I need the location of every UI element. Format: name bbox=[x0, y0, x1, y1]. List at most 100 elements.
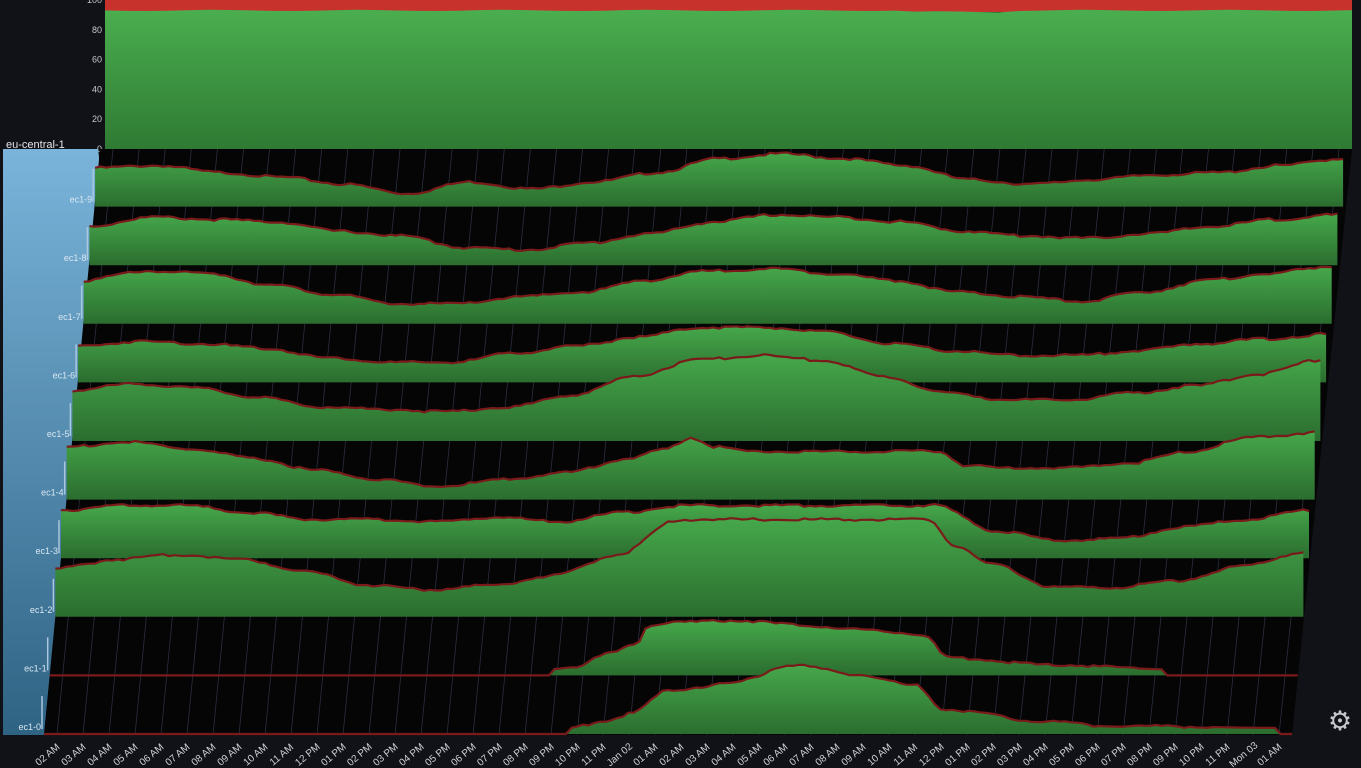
x-tick-label: 11 PM bbox=[580, 742, 609, 768]
top-panel: 0 20 40 60 80 100 bbox=[87, 0, 1352, 154]
x-tick-label: 06 AM bbox=[762, 742, 791, 768]
top-series-green bbox=[105, 9, 1352, 149]
y-tick-label: 0 bbox=[97, 144, 102, 154]
host-label-ec1-0: ec1-0 bbox=[18, 722, 41, 732]
ridge-ec1-4 bbox=[63, 430, 1315, 500]
ridge-ec1-5 bbox=[69, 353, 1321, 441]
top-y-axis: 0 20 40 60 80 100 bbox=[87, 0, 102, 154]
ridge-line bbox=[94, 151, 1344, 196]
x-tick-label: 10 AM bbox=[866, 742, 895, 768]
x-tick-label: 02 PM bbox=[969, 742, 998, 768]
x-tick-label: 08 AM bbox=[190, 742, 219, 768]
x-tick-label: 03 PM bbox=[995, 742, 1024, 768]
x-tick-label: 03 AM bbox=[684, 742, 713, 768]
y-tick-label: 80 bbox=[92, 25, 102, 35]
host-label-ec1-3: ec1-3 bbox=[35, 546, 58, 556]
ridge-ec1-0 bbox=[41, 663, 1292, 736]
ridge-line bbox=[66, 430, 1315, 489]
ridge-area bbox=[55, 518, 1304, 617]
x-tick-label: 09 AM bbox=[216, 742, 245, 768]
x-tick-label: 02 PM bbox=[345, 742, 374, 768]
host-label-ec1-5: ec1-5 bbox=[47, 429, 70, 439]
ridge-line bbox=[49, 618, 1298, 677]
x-tick-label: 05 AM bbox=[736, 742, 765, 768]
grid-line bbox=[498, 148, 557, 736]
x-tick-label: 08 PM bbox=[1125, 742, 1154, 768]
x-tick-label: 05 AM bbox=[112, 742, 141, 768]
grid-line bbox=[446, 148, 505, 736]
ridge-area bbox=[95, 152, 1344, 207]
ridge-line bbox=[72, 353, 1321, 414]
x-tick-label: 07 PM bbox=[1099, 742, 1128, 768]
ridge-ec1-1 bbox=[46, 618, 1298, 677]
host-label-ec1-4: ec1-4 bbox=[41, 488, 64, 498]
ridge-line bbox=[60, 502, 1310, 543]
x-tick-label: 02 AM bbox=[34, 742, 63, 768]
ridge-ec1-2 bbox=[52, 517, 1304, 617]
ridge-ec1-8 bbox=[86, 212, 1338, 266]
x-tick-label: 03 PM bbox=[371, 742, 400, 768]
x-tick-label: 01 AM bbox=[632, 742, 661, 768]
host-label-ec1-8: ec1-8 bbox=[64, 253, 87, 263]
ridge-line bbox=[83, 265, 1332, 307]
ridge-area bbox=[89, 213, 1338, 266]
x-tick-label: 04 AM bbox=[710, 742, 739, 768]
ridges bbox=[41, 151, 1344, 736]
x-tick-label: 12 PM bbox=[917, 742, 946, 768]
x-tick-label: 05 PM bbox=[423, 742, 452, 768]
x-tick-label: 04 AM bbox=[86, 742, 115, 768]
x-tick-label: 03 AM bbox=[60, 742, 89, 768]
x-tick-label: 07 AM bbox=[164, 742, 193, 768]
grid-line bbox=[472, 148, 531, 736]
x-tick-label: 11 AM bbox=[892, 742, 920, 768]
y-tick-label: 40 bbox=[92, 84, 102, 94]
host-label-ec1-9: ec1-9 bbox=[70, 195, 93, 205]
ridge-area bbox=[66, 431, 1315, 500]
x-tick-label: 09 AM bbox=[840, 742, 869, 768]
settings-gear-icon[interactable]: ⚙ bbox=[1327, 706, 1353, 737]
ridge-line bbox=[78, 325, 1327, 365]
x-tick-label: 05 PM bbox=[1047, 742, 1076, 768]
x-tick-label: 01 PM bbox=[319, 742, 348, 768]
x-tick-label: 01 AM bbox=[1256, 742, 1285, 768]
host-label-ec1-2: ec1-2 bbox=[30, 605, 53, 615]
x-tick-label: 08 AM bbox=[814, 742, 843, 768]
x-tick-label: 09 PM bbox=[527, 742, 556, 768]
ridge-area bbox=[44, 664, 1292, 734]
x-tick-label: 06 PM bbox=[449, 742, 478, 768]
ridge-ec1-9 bbox=[92, 151, 1344, 207]
y-tick-label: 20 bbox=[92, 114, 102, 124]
x-tick-label: 07 PM bbox=[475, 742, 504, 768]
x-tick-label: 10 PM bbox=[553, 742, 582, 768]
host-label-ec1-7: ec1-7 bbox=[58, 312, 81, 322]
x-tick-label: 07 AM bbox=[788, 742, 817, 768]
x-tick-label: 09 PM bbox=[1151, 742, 1180, 768]
host-label-ec1-1: ec1-1 bbox=[24, 663, 47, 673]
y-tick-label: 60 bbox=[92, 55, 102, 65]
x-tick-label: Mon 03 bbox=[1228, 740, 1261, 768]
ridge-area bbox=[72, 354, 1321, 441]
ridge-area bbox=[83, 266, 1332, 324]
ridge-line bbox=[44, 663, 1292, 736]
x-tick-label: 10 AM bbox=[242, 742, 271, 768]
x-tick-label: Jan 02 bbox=[605, 741, 635, 768]
x-tick-label: 04 PM bbox=[1021, 742, 1050, 768]
y-tick-label: 100 bbox=[87, 0, 102, 5]
x-tick-label: 12 PM bbox=[293, 742, 322, 768]
x-tick-label: 06 AM bbox=[138, 742, 167, 768]
ridge-ec1-6 bbox=[75, 325, 1327, 383]
ridge-area bbox=[78, 326, 1327, 383]
x-tick-label: 11 AM bbox=[268, 742, 296, 768]
x-tick-label: 11 PM bbox=[1204, 742, 1233, 768]
x-tick-label: 08 PM bbox=[501, 742, 530, 768]
ridge-ec1-7 bbox=[80, 265, 1332, 324]
x-tick-label: 10 PM bbox=[1177, 742, 1206, 768]
ridge-line bbox=[55, 517, 1304, 592]
x-tick-label: 04 PM bbox=[397, 742, 426, 768]
top-series-red bbox=[105, 0, 1352, 12]
host-labels: ec1-9 ec1-8 ec1-7 ec1-6 ec1-5 ec1-4 ec1-3 ec1-2… bbox=[18, 195, 92, 732]
x-tick-label: 02 AM bbox=[658, 742, 687, 768]
x-tick-label: 06 PM bbox=[1073, 742, 1102, 768]
host-label-ec1-6: ec1-6 bbox=[53, 370, 76, 380]
